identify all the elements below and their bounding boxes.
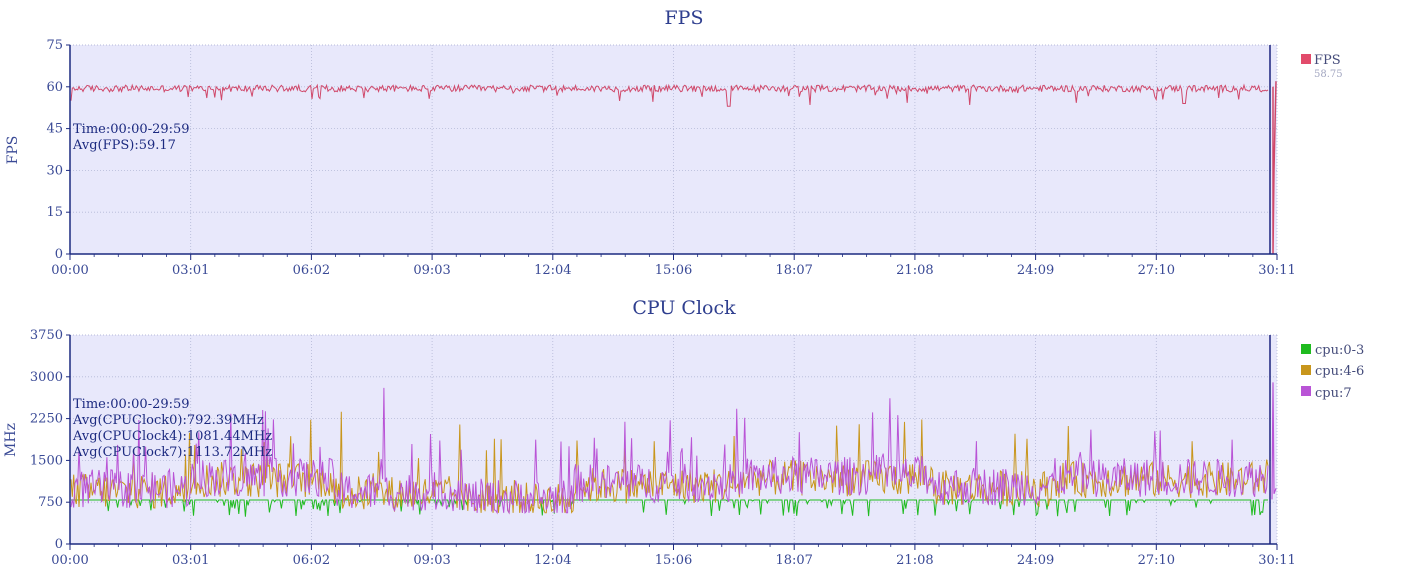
x-tick-label: 00:00 xyxy=(51,263,88,278)
fps-series-line xyxy=(70,83,1269,107)
cpu-legend-swatch-cpu4-6[interactable] xyxy=(1301,365,1311,375)
y-tick-label: 60 xyxy=(46,80,63,95)
x-tick-label: 27:10 xyxy=(1138,263,1175,278)
x-tick-label: 18:07 xyxy=(775,553,812,568)
cpu-annotation-avg0: Avg(CPUClock0):792.39MHz xyxy=(72,413,264,428)
cpu-y-axis-label: MHz xyxy=(3,423,19,457)
cpu-annotation-avg7: Avg(CPUClock7):1113.72MHz xyxy=(72,445,272,460)
x-tick-label: 21:08 xyxy=(896,553,933,568)
cpu7-series-end-spike xyxy=(1271,382,1277,500)
y-tick-label: 3000 xyxy=(30,370,63,385)
x-tick-label: 18:07 xyxy=(775,263,812,278)
y-tick-label: 45 xyxy=(46,122,63,137)
x-tick-label: 09:03 xyxy=(413,263,450,278)
cpu7-series-line xyxy=(70,387,1269,515)
x-tick-label: 03:01 xyxy=(172,553,209,568)
cpu0-3-series-line xyxy=(71,498,1268,517)
fps-legend-swatch[interactable] xyxy=(1301,54,1311,64)
fps-annotation-avg: Avg(FPS):59.17 xyxy=(72,138,176,153)
y-tick-label: 3750 xyxy=(30,328,63,343)
cpu4-6-series-line xyxy=(70,411,1269,515)
x-tick-label: 06:02 xyxy=(293,553,330,568)
cpu-legend-label-cpu7[interactable]: cpu:7 xyxy=(1315,386,1352,401)
x-tick-label: 27:10 xyxy=(1138,553,1175,568)
x-tick-label: 30:11 xyxy=(1258,263,1295,278)
y-tick-label: 750 xyxy=(38,495,63,510)
fps-series-end-drop xyxy=(1272,81,1277,255)
fps-x-ticks: 00:00 03:01 06:02 09:03 12:04 15:06 18:07 21:08… xyxy=(51,254,1296,278)
fps-y-axis-label: FPS xyxy=(5,136,21,165)
x-tick-label: 03:01 xyxy=(172,263,209,278)
y-tick-label: 0 xyxy=(55,247,63,262)
fps-legend-value: 58.75 xyxy=(1314,69,1343,80)
cpu-legend-swatch-cpu0-3[interactable] xyxy=(1301,344,1311,354)
y-tick-label: 2250 xyxy=(30,412,63,427)
x-tick-label: 21:08 xyxy=(896,263,933,278)
y-tick-label: 30 xyxy=(46,163,63,178)
y-tick-label: 75 xyxy=(46,38,63,53)
cpu-x-ticks: 00:00 03:01 06:02 09:03 12:04 15:06 18:07 21:08… xyxy=(51,544,1296,568)
fps-legend-label[interactable]: FPS xyxy=(1314,53,1341,68)
cpu-series-group xyxy=(70,382,1277,517)
cpu-chart-title: CPU Clock xyxy=(632,297,736,319)
cpu-legend-label-cpu4-6[interactable]: cpu:4-6 xyxy=(1315,364,1364,379)
fps-series-group xyxy=(70,81,1277,255)
x-tick-label: 30:11 xyxy=(1258,553,1295,568)
fps-chart-title: FPS xyxy=(665,7,704,29)
x-tick-label: 24:09 xyxy=(1017,553,1054,568)
cpu-y-ticks: 0 750 1500 2250 3000 3750 xyxy=(30,328,70,552)
x-tick-label: 24:09 xyxy=(1017,263,1054,278)
fps-annotation-time: Time:00:00-29:59 xyxy=(73,122,190,137)
cpu-annotation-time: Time:00:00-29:59 xyxy=(73,397,190,412)
x-tick-label: 09:03 xyxy=(413,553,450,568)
y-tick-label: 0 xyxy=(55,537,63,552)
x-tick-label: 15:06 xyxy=(655,553,692,568)
x-tick-label: 00:00 xyxy=(51,553,88,568)
fps-chart: FPS 0 15 30 45 60 75 00:00 03:01 06:02 09:03 12:0… xyxy=(5,7,1343,278)
cpu-legend-swatch-cpu7[interactable] xyxy=(1301,386,1311,396)
cpu-annotation-avg4: Avg(CPUClock4):1081.44MHz xyxy=(72,429,272,444)
cpu-clock-chart: CPU Clock 0 750 1500 2250 3000 3750 00:00 03:0… xyxy=(3,297,1364,568)
x-tick-label: 06:02 xyxy=(293,263,330,278)
y-tick-label: 15 xyxy=(46,205,63,220)
fps-y-ticks: 0 15 30 45 60 75 xyxy=(46,38,70,262)
x-tick-label: 12:04 xyxy=(534,553,571,568)
y-tick-label: 1500 xyxy=(30,453,63,468)
x-tick-label: 12:04 xyxy=(534,263,571,278)
cpu-legend-label-cpu0-3[interactable]: cpu:0-3 xyxy=(1315,343,1364,358)
x-tick-label: 15:06 xyxy=(655,263,692,278)
